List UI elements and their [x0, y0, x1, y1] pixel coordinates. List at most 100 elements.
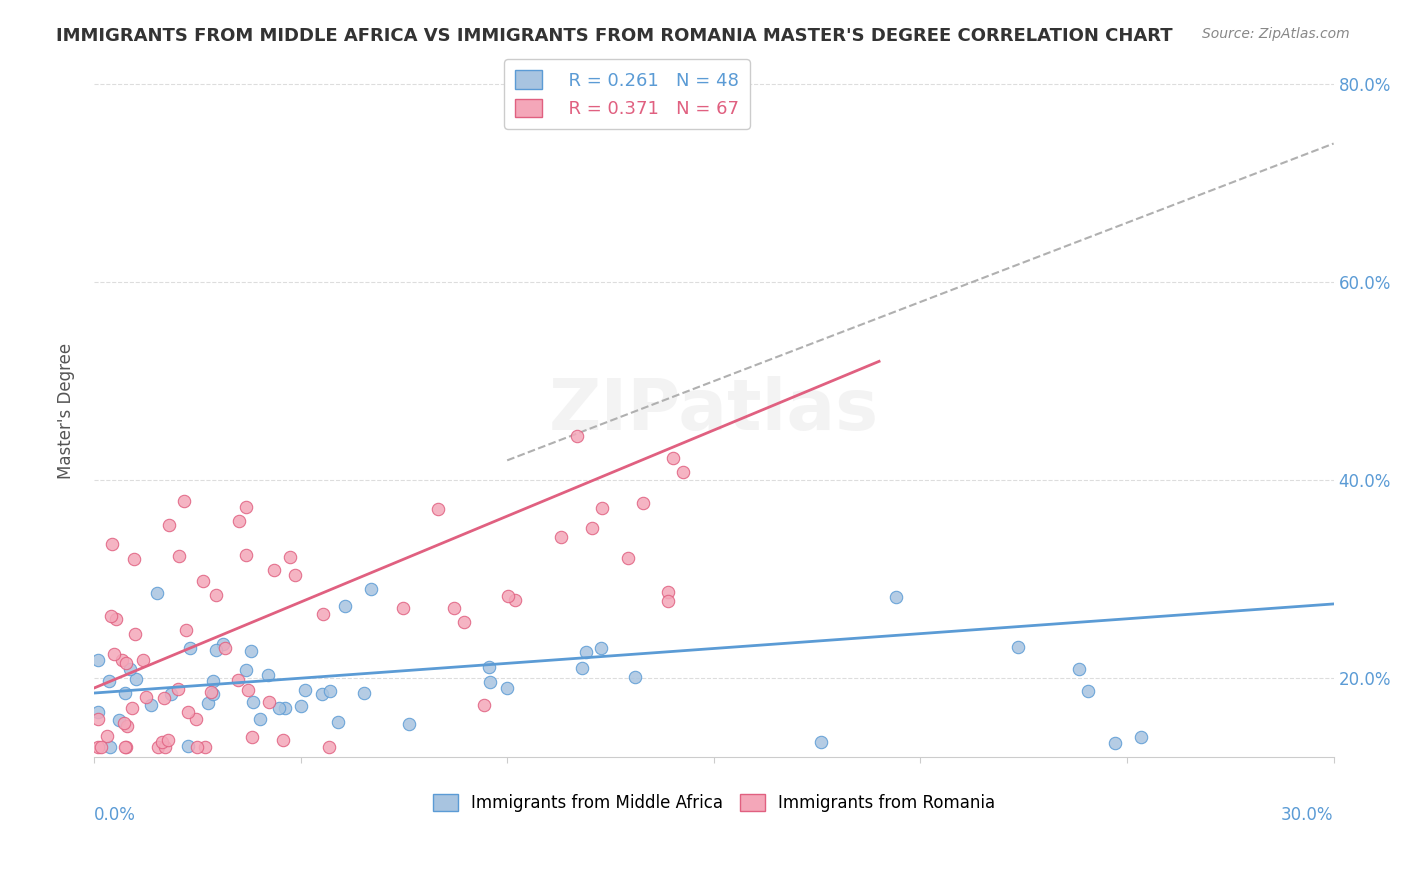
Point: [1129, 730, 1152, 744]
Point: [101, 537, 124, 551]
Point: [657, 585, 679, 599]
Point: [167, 682, 190, 697]
Point: [884, 591, 907, 605]
Point: [503, 592, 526, 607]
Point: [1077, 684, 1099, 698]
Point: [114, 740, 136, 755]
Point: [100, 609, 122, 624]
Point: [98, 740, 121, 755]
Point: [112, 715, 135, 730]
Point: [249, 712, 271, 726]
Point: [263, 564, 285, 578]
Text: Source: ZipAtlas.com: Source: ZipAtlas.com: [1202, 27, 1350, 41]
Point: [571, 661, 593, 675]
Point: [426, 502, 449, 516]
Point: [184, 712, 207, 726]
Point: [156, 733, 179, 747]
Point: [115, 740, 138, 755]
Point: [139, 698, 162, 713]
Point: [284, 568, 307, 582]
Y-axis label: Master's Degree: Master's Degree: [58, 343, 75, 479]
Point: [160, 687, 183, 701]
Point: [146, 586, 169, 600]
Point: [122, 551, 145, 566]
Point: [204, 642, 226, 657]
Text: IMMIGRANTS FROM MIDDLE AFRICA VS IMMIGRANTS FROM ROMANIA MASTER'S DEGREE CORRELA: IMMIGRANTS FROM MIDDLE AFRICA VS IMMIGRA…: [56, 27, 1173, 45]
Point: [353, 685, 375, 699]
Point: [398, 717, 420, 731]
Point: [810, 735, 832, 749]
Point: [1007, 640, 1029, 654]
Point: [1104, 736, 1126, 750]
Point: [153, 690, 176, 705]
Point: [200, 685, 222, 699]
Point: [311, 687, 333, 701]
Point: [589, 641, 612, 656]
Point: [290, 698, 312, 713]
Point: [120, 662, 142, 676]
Point: [360, 582, 382, 596]
Point: [167, 549, 190, 564]
Point: [179, 641, 201, 656]
Point: [443, 601, 465, 615]
Point: [269, 701, 291, 715]
Point: [108, 713, 131, 727]
Point: [124, 627, 146, 641]
Point: [318, 740, 340, 755]
Point: [135, 690, 157, 704]
Point: [672, 465, 695, 479]
Point: [235, 500, 257, 514]
Point: [177, 739, 200, 753]
Point: [333, 599, 356, 613]
Point: [496, 589, 519, 603]
Point: [274, 701, 297, 715]
Point: [242, 695, 264, 709]
Point: [212, 637, 235, 651]
Point: [616, 550, 638, 565]
Point: [392, 601, 415, 615]
Point: [575, 645, 598, 659]
Point: [194, 740, 217, 755]
Point: [96, 729, 118, 743]
Point: [257, 695, 280, 709]
Point: [496, 681, 519, 696]
Point: [319, 684, 342, 698]
Point: [132, 653, 155, 667]
Point: [105, 612, 128, 626]
Point: [186, 740, 208, 755]
Point: [236, 683, 259, 698]
Point: [550, 530, 572, 544]
Point: [294, 683, 316, 698]
Point: [235, 548, 257, 562]
Point: [90, 740, 112, 755]
Point: [174, 623, 197, 637]
Point: [173, 494, 195, 508]
Point: [453, 615, 475, 630]
Point: [478, 660, 501, 674]
Point: [201, 673, 224, 688]
Point: [239, 644, 262, 658]
Point: [115, 719, 138, 733]
Point: [581, 521, 603, 535]
Point: [256, 667, 278, 681]
Point: [177, 705, 200, 719]
Point: [228, 514, 250, 528]
Point: [478, 675, 501, 690]
Point: [591, 501, 613, 516]
Point: [312, 607, 335, 622]
Point: [235, 663, 257, 677]
Point: [114, 686, 136, 700]
Point: [111, 653, 134, 667]
Point: [271, 733, 294, 747]
Point: [197, 696, 219, 710]
Point: [125, 673, 148, 687]
Point: [326, 715, 349, 730]
Text: ZIPatlas: ZIPatlas: [548, 376, 879, 445]
Point: [623, 670, 645, 684]
Point: [98, 674, 121, 689]
Point: [1069, 662, 1091, 676]
Point: [214, 641, 236, 656]
Point: [103, 647, 125, 661]
Point: [204, 588, 226, 602]
Point: [150, 735, 173, 749]
